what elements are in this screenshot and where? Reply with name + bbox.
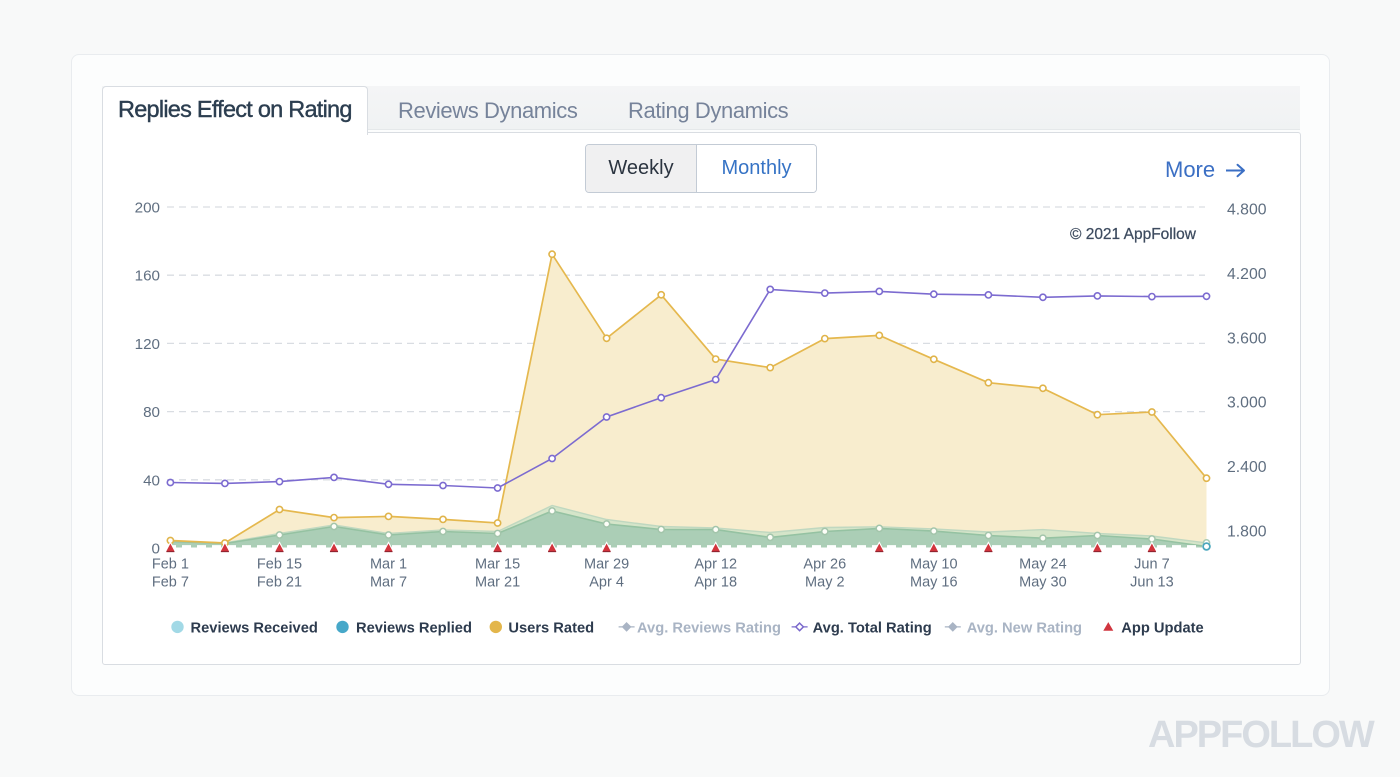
svg-text:Mar 21: Mar 21: [475, 575, 520, 591]
svg-text:May 16: May 16: [910, 575, 958, 591]
svg-text:Avg. Reviews Rating: Avg. Reviews Rating: [637, 621, 781, 637]
svg-text:Feb 1: Feb 1: [152, 557, 189, 573]
svg-text:1.800: 1.800: [1227, 524, 1267, 541]
svg-text:© 2021 AppFollow: © 2021 AppFollow: [1070, 226, 1197, 243]
svg-text:4.800: 4.800: [1227, 202, 1267, 219]
svg-text:Jun 7: Jun 7: [1134, 557, 1169, 573]
svg-text:40: 40: [143, 472, 160, 489]
svg-text:4.200: 4.200: [1227, 266, 1267, 283]
svg-text:2.400: 2.400: [1227, 459, 1267, 476]
svg-text:Mar 1: Mar 1: [370, 557, 407, 573]
svg-text:Apr 4: Apr 4: [589, 575, 624, 591]
svg-text:May 24: May 24: [1019, 557, 1067, 573]
svg-text:Users Rated: Users Rated: [508, 621, 594, 637]
svg-text:Avg. Total Rating: Avg. Total Rating: [813, 621, 932, 637]
svg-text:Apr 12: Apr 12: [694, 557, 737, 573]
svg-text:Reviews Received: Reviews Received: [191, 621, 318, 637]
svg-text:3.600: 3.600: [1227, 330, 1267, 347]
svg-text:Apr 26: Apr 26: [803, 557, 846, 573]
svg-text:200: 200: [135, 200, 160, 217]
svg-text:3.000: 3.000: [1227, 395, 1267, 412]
svg-text:May 30: May 30: [1019, 575, 1067, 591]
svg-text:0: 0: [152, 541, 160, 558]
svg-text:Feb 21: Feb 21: [257, 575, 302, 591]
svg-text:Avg. New Rating: Avg. New Rating: [967, 621, 1082, 637]
svg-text:Feb 7: Feb 7: [152, 575, 189, 591]
svg-text:May 2: May 2: [805, 575, 845, 591]
svg-text:160: 160: [135, 268, 160, 285]
svg-text:Mar 15: Mar 15: [475, 557, 520, 573]
svg-text:120: 120: [135, 336, 160, 353]
svg-text:Mar 29: Mar 29: [584, 557, 629, 573]
svg-text:Apr 18: Apr 18: [694, 575, 737, 591]
svg-text:Mar 7: Mar 7: [370, 575, 407, 591]
svg-text:80: 80: [143, 404, 160, 421]
svg-text:Jun 13: Jun 13: [1130, 575, 1174, 591]
svg-text:Reviews Replied: Reviews Replied: [356, 621, 472, 637]
svg-text:Feb 15: Feb 15: [257, 557, 302, 573]
svg-text:App Update: App Update: [1121, 621, 1203, 637]
svg-text:May 10: May 10: [910, 557, 958, 573]
